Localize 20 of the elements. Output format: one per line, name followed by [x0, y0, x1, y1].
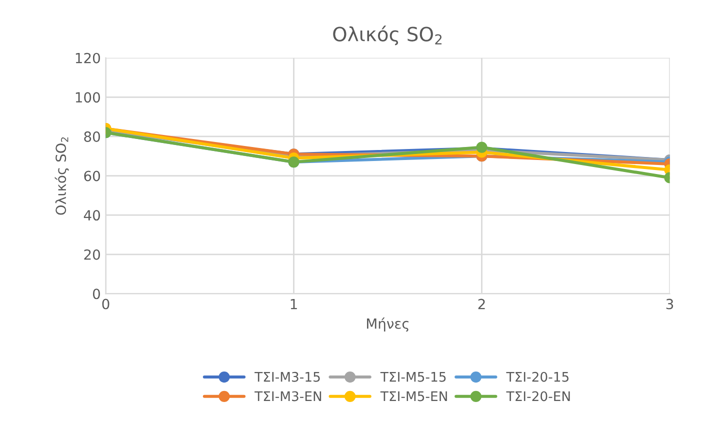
legend-label: ΤΣΙ-Μ3-15	[254, 372, 320, 382]
x-tick-label: 2	[478, 298, 485, 310]
legend-label: ΤΣΙ-20-ΕΝ	[506, 391, 570, 402]
x-tick-label: 1	[290, 298, 297, 310]
legend-label: ΤΣΙ-Μ3-ΕΝ	[254, 391, 322, 402]
y-tick-label: 80	[84, 131, 100, 142]
y-tick-label: 120	[76, 52, 100, 64]
legend-label: ΤΣΙ-Μ5-ΕΝ	[380, 391, 447, 402]
x-tick-label: 3	[666, 298, 674, 310]
legend-label: ΤΣΙ-20-15	[506, 372, 569, 382]
y-tick-label: 20	[84, 249, 100, 260]
x-axis-title: Μήνες	[367, 318, 408, 332]
x-tick-label: 0	[102, 298, 110, 310]
y-axis-title: Ολικός SO$_{2}$	[54, 137, 69, 215]
chart-title: Ολικός SO$_{2}$	[333, 26, 442, 46]
legend-label: ΤΣΙ-Μ5-15	[380, 372, 446, 382]
y-tick-label: 40	[84, 210, 100, 221]
y-tick-label: 0	[92, 288, 100, 300]
y-tick-label: 60	[84, 170, 100, 182]
y-tick-label: 100	[76, 92, 100, 103]
